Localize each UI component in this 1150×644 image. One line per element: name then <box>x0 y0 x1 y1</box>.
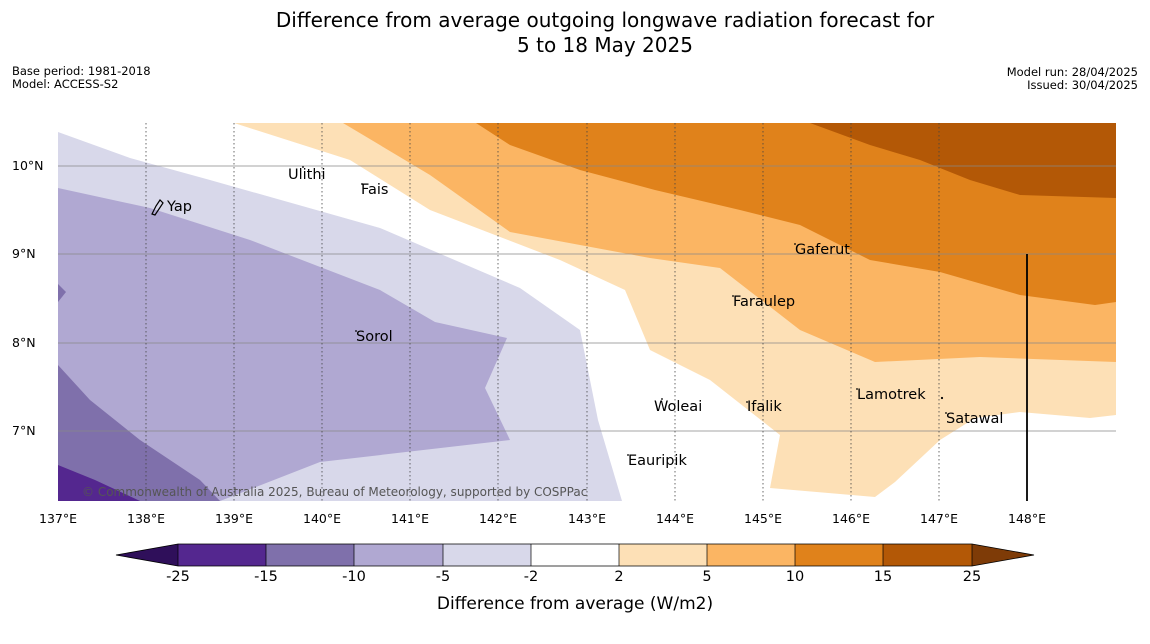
lat-label-7n: 7°N <box>12 423 36 438</box>
place-ifalik: Ifalik <box>747 399 782 415</box>
place-eauripik: Eauripik <box>628 453 687 469</box>
lamotrek-dot <box>856 388 858 390</box>
colorbar-dividers <box>177 544 973 566</box>
zone-15-to-25 <box>810 123 1116 198</box>
atoll-dots <box>302 166 947 456</box>
issued-date: Issued: 30/04/2025 <box>1027 78 1138 92</box>
map-title: Difference from average outgoing longwav… <box>0 8 1150 58</box>
model-name: Model: ACCESS-S2 <box>12 77 119 91</box>
lon-label-145e: 145°E <box>743 511 783 526</box>
fais-dot <box>361 183 363 185</box>
ifalik-dot <box>746 401 748 403</box>
lon-label-139e: 139°E <box>214 511 254 526</box>
place-gaferut: Gaferut <box>795 242 850 258</box>
zone-minus-10-to-minus-15 <box>58 365 220 501</box>
lon-label-148e: 148°E <box>1007 511 1047 526</box>
title-line-2: 5 to 18 May 2025 <box>517 33 693 57</box>
colorbar-tick-minus15: -15 <box>254 569 278 585</box>
colorbar-bin-8 <box>795 544 883 566</box>
colorbar-bin-1 <box>178 544 266 566</box>
lon-label-141e: 141°E <box>390 511 430 526</box>
copyright-credit: © Commonwealth of Australia 2025, Bureau… <box>82 485 588 499</box>
colorbar-tick-minus10: -10 <box>342 569 366 585</box>
colorbar-tick-minus5: -5 <box>435 569 451 585</box>
place-lamotrek: Lamotrek <box>857 387 926 403</box>
yap-island-shape <box>151 199 164 216</box>
lat-label-8n: 8°N <box>12 335 36 350</box>
ulithi-dot <box>302 166 304 168</box>
lon-label-143e: 143°E <box>567 511 607 526</box>
zone-minus-10-sliver <box>58 284 66 302</box>
lon-label-138e: 138°E <box>126 511 166 526</box>
colorbar-label: Difference from average (W/m2) <box>436 594 714 614</box>
place-ulithi: Ulithi <box>288 167 326 183</box>
colorbar-tick-15: 15 <box>873 569 893 585</box>
lat-label-10n: 10°N <box>12 158 44 173</box>
meta-right: Model run: 28/04/2025 Issued: 30/04/2025 <box>1007 66 1138 92</box>
gaferut-dot <box>794 243 796 245</box>
satawal-dot <box>945 412 947 414</box>
sorol-dot <box>355 330 357 332</box>
zone-minus-5-to-minus-10 <box>58 188 510 501</box>
faraulep-dot <box>732 295 734 297</box>
west-fayu-dot <box>940 396 944 400</box>
colorbar-extend-low <box>116 544 178 566</box>
model-run: Model run: 28/04/2025 <box>1006 65 1138 79</box>
place-satawal: Satawal <box>946 411 1004 427</box>
colorbar-bin-2 <box>266 544 354 566</box>
colorbar-tick-2: 2 <box>614 569 624 585</box>
colorbar-bin-6 <box>619 544 707 566</box>
colorbar-bin-4 <box>443 544 531 566</box>
colorbar-tick-5: 5 <box>702 569 712 585</box>
zone-minus-15-to-minus-25 <box>58 465 140 501</box>
colorbar-extend-high <box>972 544 1034 566</box>
lat-label-9n: 9°N <box>12 246 36 261</box>
longitude-gridlines <box>145 123 940 501</box>
eauripik-dot <box>627 454 629 456</box>
colorbar-tick-10: 10 <box>785 569 805 585</box>
place-faraulep: Faraulep <box>733 294 796 310</box>
lon-label-137e: 137°E <box>38 511 78 526</box>
base-period: Base period: 1981-2018 <box>12 64 151 78</box>
lon-label-142e: 142°E <box>478 511 518 526</box>
colorbar-bin-9 <box>883 544 972 566</box>
colorbar-tick-minus25: -25 <box>166 569 190 585</box>
colorbar-tick-25: 25 <box>962 569 982 585</box>
colorbar-bin-7 <box>707 544 795 566</box>
place-fais: Fais <box>361 182 389 198</box>
place-sorol: Sorol <box>356 329 393 345</box>
lon-label-140e: 140°E <box>302 511 342 526</box>
lon-label-147e: 147°E <box>919 511 959 526</box>
colorbar <box>115 543 1035 567</box>
lon-label-146e: 146°E <box>831 511 871 526</box>
colorbar-bin-3 <box>354 544 443 566</box>
title-line-1: Difference from average outgoing longwav… <box>275 8 935 32</box>
place-yap: Yap <box>167 199 192 215</box>
colorbar-bin-5 <box>531 544 619 566</box>
place-woleai: Woleai <box>654 399 703 415</box>
woleai-dot <box>661 398 663 400</box>
lon-label-144e: 144°E <box>655 511 695 526</box>
colorbar-tick-minus2: -2 <box>523 569 539 585</box>
meta-left: Base period: 1981-2018 Model: ACCESS-S2 <box>12 65 151 91</box>
